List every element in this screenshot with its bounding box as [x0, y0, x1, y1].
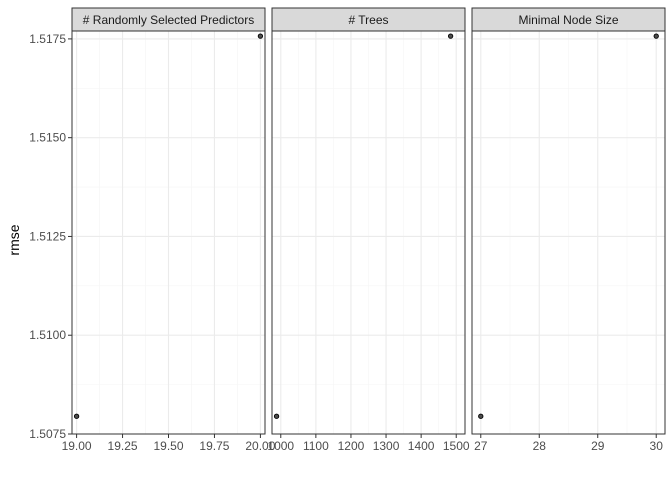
data-point [653, 33, 659, 39]
x-tick-label: 27 [474, 439, 488, 453]
x-tick-label: 1500 [443, 439, 470, 453]
facet-panel-3: Minimal Node Size 27 28 29 30 [471, 7, 666, 453]
y-tick-label: 1.5100 [29, 328, 66, 342]
x-tick-label: 19.25 [108, 439, 138, 453]
facet-strip [71, 7, 266, 32]
x-tick-label: 19.50 [153, 439, 183, 453]
y-tick-label: 1.5075 [29, 427, 66, 441]
x-tick-label: 28 [533, 439, 547, 453]
facet-panel-2: # Trees 1000 1100 1200 1300 1400 1500 [267, 7, 470, 453]
y-tick-label: 1.5125 [29, 229, 66, 243]
x-tick-label: 1400 [408, 439, 435, 453]
x-tick-label: 19.75 [199, 439, 229, 453]
data-point [73, 413, 80, 419]
facet-strip-title: # Randomly Selected Predictors [83, 13, 254, 27]
data-point [447, 33, 454, 39]
data-point [257, 33, 264, 39]
facet-panel-1: # Randomly Selected Predictors 19.00 19.25… [62, 7, 276, 453]
x-tick-label: 29 [591, 439, 605, 453]
x-tick-label: 30 [650, 439, 664, 453]
facet-strip [471, 7, 666, 32]
x-tick-label: 20.00 [245, 439, 275, 453]
data-point [478, 413, 484, 419]
x-tick-label: 1000 [267, 439, 294, 453]
x-tick-label: 1100 [303, 439, 329, 453]
x-tick-label: 19.00 [62, 439, 92, 453]
y-axis-title: rmse [6, 224, 22, 255]
data-point [273, 413, 280, 419]
facet-strip-title: # Trees [348, 13, 388, 27]
y-tick-label: 1.5150 [29, 131, 66, 145]
facet-strip-title: Minimal Node Size [518, 13, 618, 27]
x-tick-label: 1300 [373, 439, 400, 453]
x-tick-label: 1200 [338, 439, 365, 453]
y-tick-label: 1.5175 [29, 32, 66, 46]
facet-strip [271, 7, 466, 32]
